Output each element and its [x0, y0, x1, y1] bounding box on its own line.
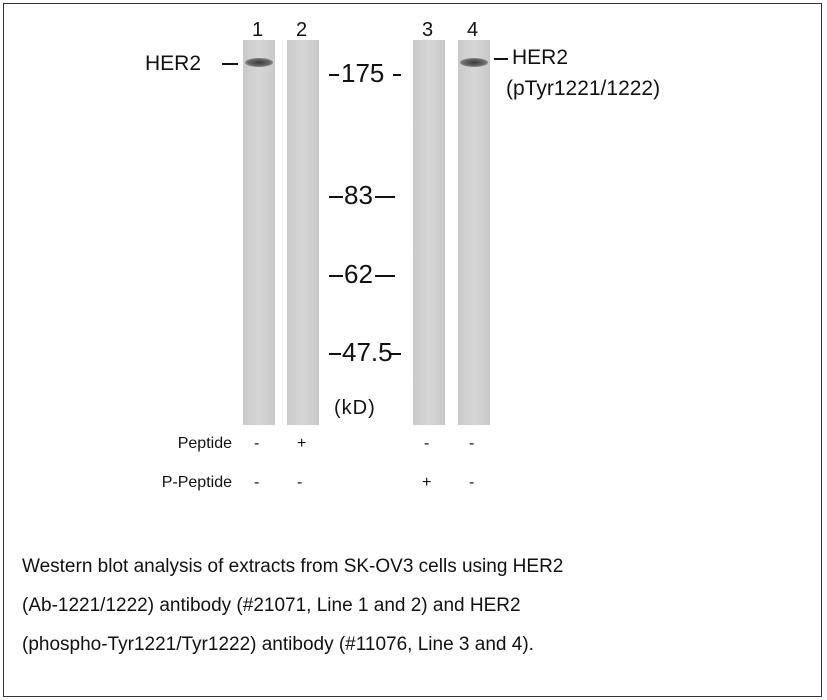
dash	[393, 74, 401, 76]
lane-number: 2	[296, 20, 307, 40]
sign: -	[254, 475, 259, 491]
dash	[329, 74, 339, 76]
band	[460, 58, 488, 67]
lane-number: 3	[422, 20, 433, 40]
protein-detail: (pTyr1221/1222)	[506, 78, 660, 99]
dash	[494, 58, 508, 60]
sign: -	[254, 436, 259, 452]
sign: -	[424, 436, 429, 452]
caption-line: Western blot analysis of extracts from S…	[22, 557, 563, 576]
marker: 83	[344, 182, 373, 208]
caption-line: (phospho-Tyr1221/Tyr1222) antibody (#110…	[22, 635, 534, 654]
sign: +	[422, 475, 431, 491]
protein-label: HER2	[145, 53, 201, 74]
sign: -	[469, 475, 474, 491]
unit: (kD)	[334, 398, 376, 418]
dash	[375, 275, 395, 277]
dash	[375, 196, 395, 198]
blot-lane	[458, 40, 490, 425]
band	[245, 58, 273, 67]
blot-lane	[413, 40, 445, 425]
marker: 62	[344, 261, 373, 287]
caption-line: (Ab-1221/1222) antibody (#21071, Line 1 …	[22, 596, 521, 615]
lane-number: 1	[252, 20, 263, 40]
dash	[329, 353, 341, 355]
lane-number: 4	[467, 20, 478, 40]
dash	[222, 63, 238, 65]
protein-label: HER2	[512, 47, 568, 68]
treatment-name: Peptide	[178, 436, 232, 452]
dash	[329, 196, 343, 198]
marker: 47.5	[342, 339, 393, 365]
blot-lane	[287, 40, 319, 425]
dash	[391, 353, 401, 355]
sign: +	[297, 436, 306, 452]
sign: -	[297, 475, 302, 491]
marker: 175	[341, 60, 384, 86]
treatment-name: P-Peptide	[162, 475, 232, 491]
sign: -	[469, 436, 474, 452]
blot-lane	[243, 40, 275, 425]
dash	[329, 275, 343, 277]
